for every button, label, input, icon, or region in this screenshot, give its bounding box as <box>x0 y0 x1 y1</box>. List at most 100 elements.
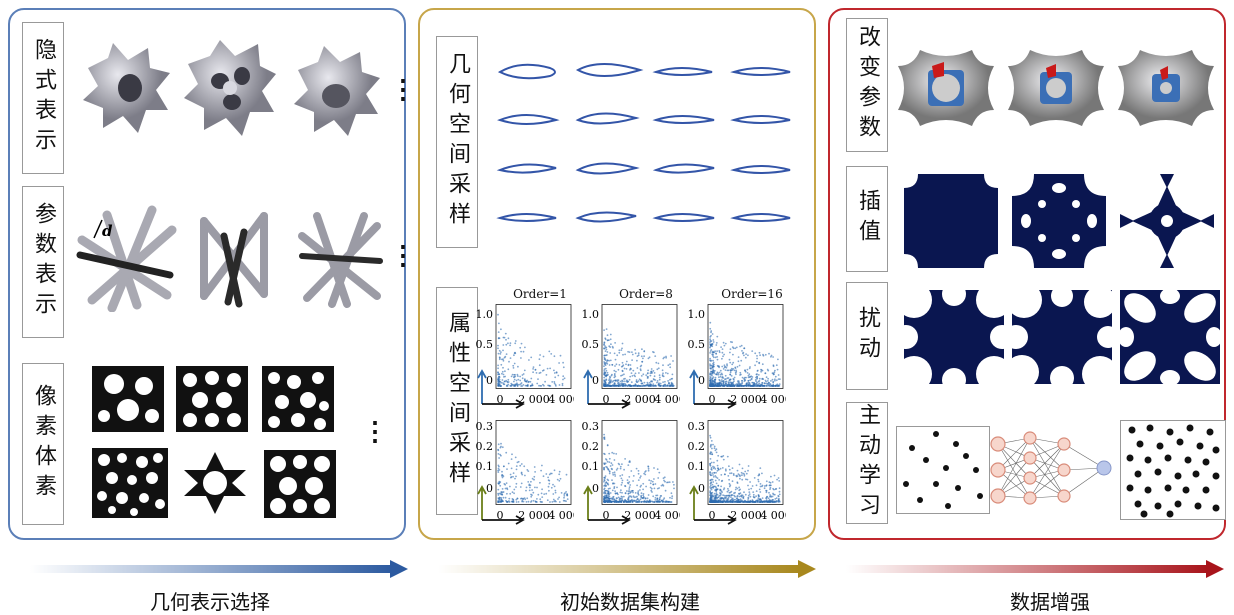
scatter-point <box>709 482 712 485</box>
scatter-point <box>669 384 672 387</box>
scatter-point <box>709 327 712 330</box>
scatter-point <box>519 486 522 488</box>
x-tick-label: 2 000 <box>518 509 550 522</box>
scatter-point <box>671 497 673 500</box>
scatter-point <box>658 374 661 377</box>
scatter-point <box>714 479 717 482</box>
scatter-point <box>715 448 718 451</box>
scatter-point <box>501 491 504 494</box>
scatter-point <box>642 357 644 360</box>
scatter-point <box>733 494 736 497</box>
scatter-point <box>746 372 749 374</box>
scatter-point <box>716 383 719 386</box>
scatter-point <box>720 480 723 483</box>
scatter-point <box>650 489 653 492</box>
scatter-point <box>514 456 517 459</box>
scatter-point <box>715 382 718 385</box>
scatter-point <box>531 477 534 480</box>
scatter-point <box>559 354 562 357</box>
scatter-point <box>553 355 556 358</box>
scatter-point <box>714 488 717 491</box>
scatter-point <box>720 455 723 458</box>
scatter-point <box>756 370 759 372</box>
scatter-point <box>614 365 616 367</box>
scatter-point <box>765 489 767 492</box>
scatter-point <box>662 500 665 503</box>
y-tick-label: 0 <box>592 374 599 387</box>
scatter-point <box>603 497 606 500</box>
scatter-point <box>620 500 622 503</box>
scatter-point <box>606 354 608 356</box>
scatter-point <box>647 369 649 372</box>
scatter-point <box>714 376 717 379</box>
scatter-point <box>749 366 751 368</box>
scatter-point <box>532 371 534 374</box>
x-axis-arrow-icon <box>694 399 737 409</box>
scatter-point <box>606 460 609 463</box>
scatter-point <box>642 384 645 387</box>
scatter-point <box>514 375 517 378</box>
scatter-point <box>772 364 775 367</box>
scatter-point <box>721 365 724 368</box>
scatter-point <box>750 375 753 378</box>
scatter-point <box>718 381 721 384</box>
x-tick-label: 0 <box>603 509 610 522</box>
scatter-point <box>731 467 734 469</box>
scatter-point <box>500 442 502 445</box>
scatter-point <box>710 493 713 496</box>
scatter-point <box>515 482 518 485</box>
scatter-point <box>497 385 499 387</box>
scatter-point <box>722 341 725 344</box>
scatter-point <box>747 499 749 501</box>
scatter-point <box>724 497 727 500</box>
scatter-point <box>498 375 500 378</box>
scatter-point <box>637 490 640 492</box>
scatter-point <box>775 384 777 387</box>
scatter-point <box>619 380 622 383</box>
scatter-point <box>769 488 771 490</box>
scatter-point <box>660 495 663 497</box>
scatter-point <box>720 383 723 385</box>
scatter-point <box>719 467 722 470</box>
scatter-point <box>538 372 541 374</box>
scatter-point <box>758 380 761 382</box>
scatter-point <box>603 433 605 436</box>
scatter-point <box>498 337 501 340</box>
scatter-point <box>730 369 733 372</box>
scatter-point <box>641 360 644 363</box>
scatter-point <box>554 376 557 379</box>
scatter-point <box>745 478 747 481</box>
caption-geometry: 几何表示选择 <box>150 590 270 614</box>
scatter-point <box>502 383 505 386</box>
scatter-point <box>627 497 630 499</box>
scatter-point <box>714 378 717 381</box>
scatter-point <box>663 497 666 500</box>
scatter-point <box>774 369 776 372</box>
scatter-point <box>709 436 712 439</box>
scatter-point <box>740 373 742 376</box>
scatter-point <box>630 491 632 494</box>
scatter-point <box>716 335 719 338</box>
scatter-point <box>558 384 561 386</box>
scatter-point <box>551 381 554 383</box>
scatter-point <box>531 384 534 387</box>
scatter-point <box>516 382 518 385</box>
scatter-point <box>504 370 506 373</box>
scatter-point <box>607 483 610 486</box>
scatter-point <box>654 379 657 381</box>
param-cell-2 <box>1008 50 1104 126</box>
scatter-point <box>604 494 606 497</box>
scatter-point <box>709 338 711 341</box>
scatter-point <box>715 495 717 498</box>
scatter-point <box>743 491 745 494</box>
scatter-point <box>670 378 673 380</box>
scatter-point <box>603 466 605 469</box>
scatter-point <box>724 365 727 368</box>
scatter-point <box>520 497 522 500</box>
scatter-point <box>716 350 718 352</box>
scatter-point <box>534 369 537 371</box>
scatter-point <box>734 347 737 350</box>
scatter-point <box>720 384 723 387</box>
scatter-point <box>533 475 536 478</box>
scatter-point <box>618 463 621 466</box>
